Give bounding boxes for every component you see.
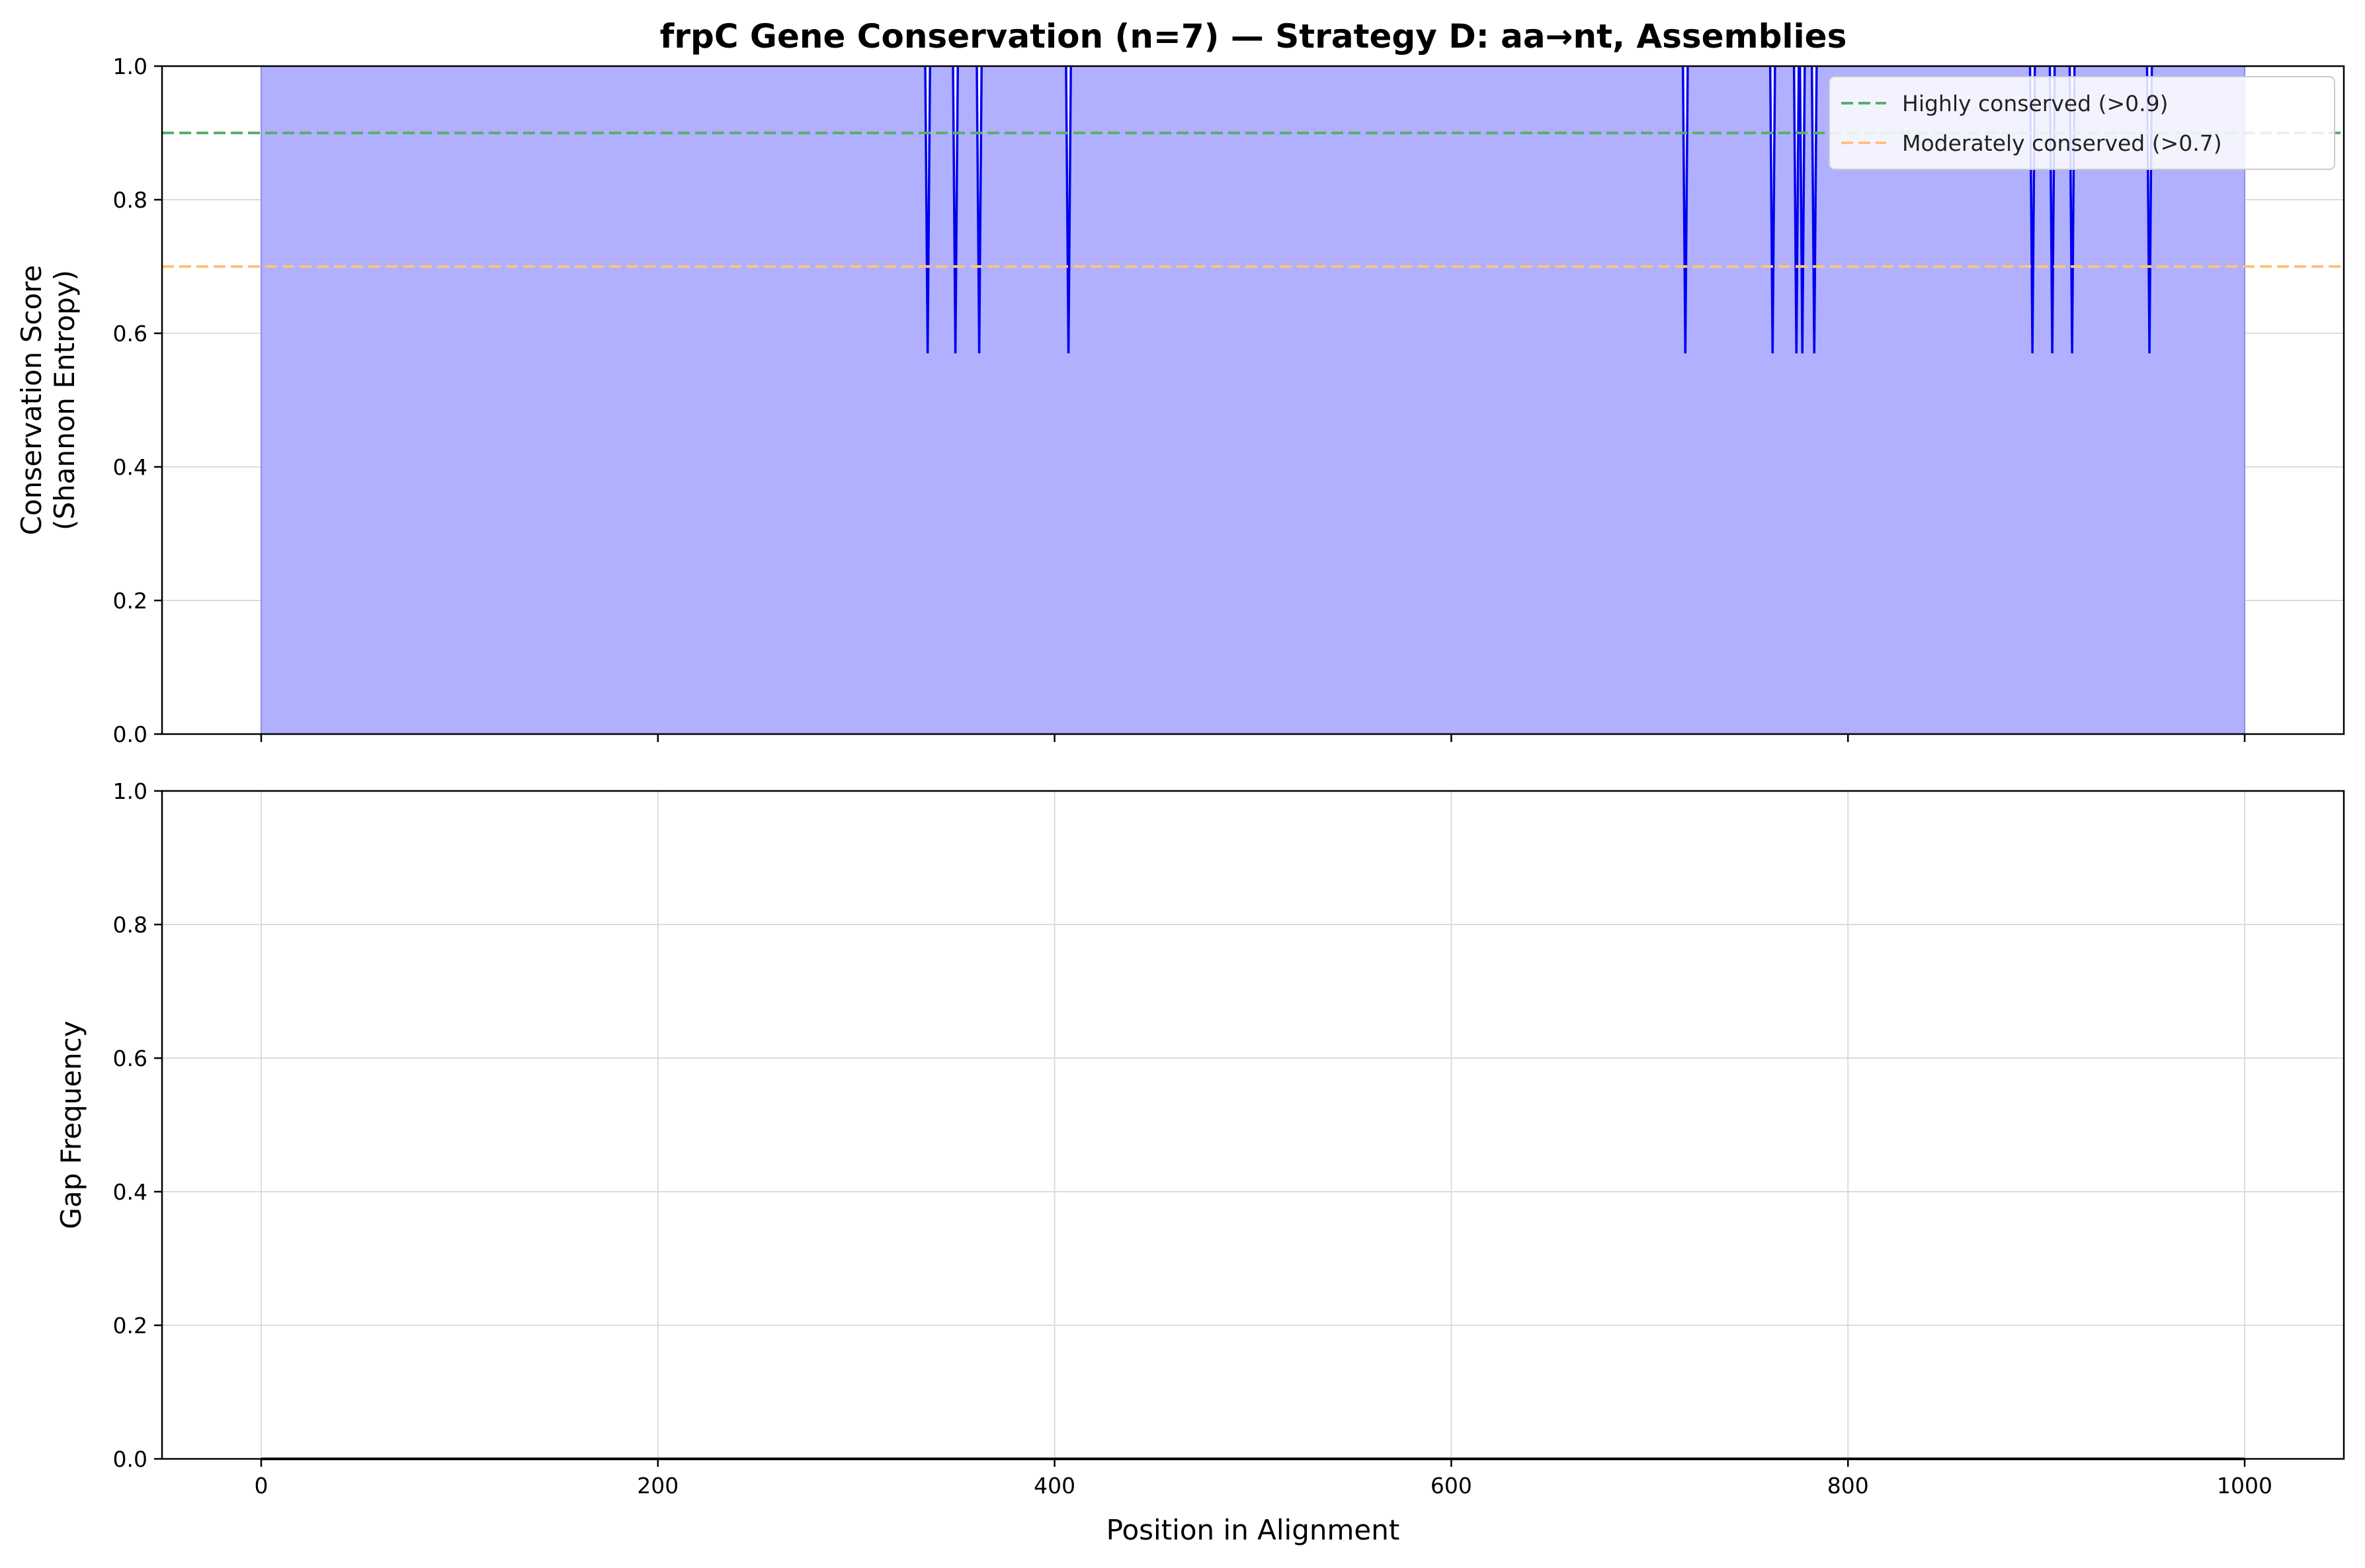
legend-label: Highly conserved (>0.9) [1902, 91, 2169, 116]
chart-title: frpC Gene Conservation (n=7) — Strategy … [660, 17, 1847, 56]
gap-frequency-panel: 0 200 400 600 800 1000 0.0 0.2 0.4 0.6 0.8 1.0 Gap F… [55, 778, 2345, 1546]
x-tick-label: 800 [1827, 1473, 1869, 1499]
x-tick-label: 200 [637, 1473, 679, 1499]
y-tick-label: 0.6 [113, 321, 147, 347]
x-tick-label: 0 [254, 1473, 268, 1499]
y-tick-label: 0.2 [113, 1313, 147, 1339]
conservation-panel: 0.0 0.2 0.4 0.6 0.8 1.0 Conservation Score (Sha… [15, 54, 2345, 747]
y-axis-label: (Shannon Entropy) [48, 270, 81, 530]
conservation-dip [1798, 65, 1806, 354]
conservation-dip [1065, 65, 1072, 354]
conservation-dip [952, 65, 959, 354]
conservation-dip [1681, 65, 1689, 354]
y-tick-label: 1.0 [113, 778, 147, 804]
y-tick-label: 0.0 [113, 1446, 147, 1472]
axes-frame [161, 790, 2345, 1460]
y-tick-label: 0.0 [113, 722, 147, 747]
legend-box [1829, 76, 2335, 170]
legend-label: Moderately conserved (>0.7) [1902, 130, 2222, 156]
x-tick-label: 1000 [2217, 1473, 2272, 1499]
axes-frame [161, 65, 2345, 735]
y-tick-label: 0.6 [113, 1046, 147, 1071]
y-tick-label: 0.8 [113, 912, 147, 938]
y-tick-label: 1.0 [113, 54, 147, 79]
conservation-dip [1768, 65, 1776, 354]
y-tick-label: 0.2 [113, 588, 147, 614]
x-tick-label: 400 [1034, 1473, 1075, 1499]
conservation-dip [1792, 65, 1800, 354]
y-tick-label: 0.4 [113, 1179, 147, 1205]
conservation-dip [1810, 65, 1818, 354]
y-axis-label: Conservation Score [15, 265, 48, 536]
conservation-dip [975, 65, 983, 354]
legend: Highly conserved (>0.9) Moderately conser… [1829, 76, 2335, 170]
y-tick-label: 0.8 [113, 187, 147, 213]
conservation-dip [924, 65, 931, 354]
x-tick-label: 600 [1431, 1473, 1472, 1499]
y-tick-label: 0.4 [113, 454, 147, 480]
y-axis-label: Gap Frequency [55, 1020, 87, 1229]
x-axis-label: Position in Alignment [1106, 1514, 1400, 1546]
